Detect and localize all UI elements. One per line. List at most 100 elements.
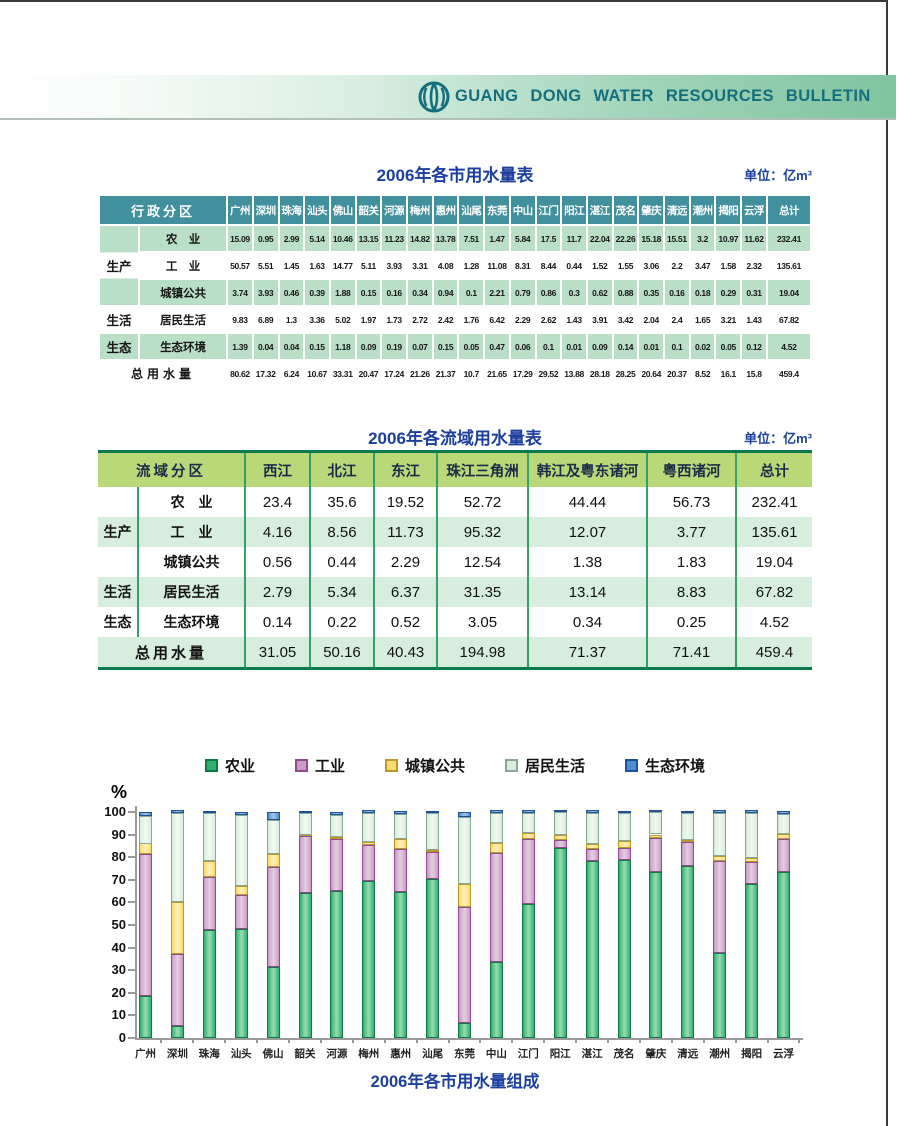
data-cell: 4.08 [433, 253, 458, 278]
data-cell: 1.58 [716, 253, 741, 278]
y-tick-label: 10 [111, 1007, 126, 1023]
data-cell: 3.93 [382, 253, 407, 278]
x-axis-label: 阳江 [549, 1048, 571, 1060]
table-head: 流域分区 西江 北江 东江 珠江三角洲 韩江及粤东诸河 粤西诸河 总计 [98, 451, 812, 487]
corner-header: 流域分区 [98, 451, 245, 487]
bar-segment-生态环境 [489, 810, 503, 813]
data-cell: 0.14 [613, 334, 638, 359]
data-cell: 0.1 [665, 334, 689, 359]
y-tick [128, 856, 135, 859]
data-cell: 20.47 [356, 361, 381, 386]
corner-header: 行政分区 [100, 196, 227, 224]
data-cell: 3.74 [228, 280, 252, 305]
data-cell: 19.04 [767, 280, 810, 305]
data-cell: 15.51 [665, 226, 689, 251]
y-tick [128, 901, 135, 904]
y-tick [128, 811, 135, 814]
legend-item: 工业 [294, 755, 345, 776]
column-header: 汕尾 [459, 196, 484, 224]
bar-segment-生态环境 [330, 812, 344, 815]
data-cell: 4.16 [244, 517, 310, 547]
x-tick [511, 1038, 514, 1043]
data-cell: 0.1 [536, 334, 561, 359]
data-cell: 459.4 [735, 637, 812, 669]
data-cell: 14.77 [330, 253, 355, 278]
data-cell: 0.46 [279, 280, 304, 305]
column-header: 肇庆 [639, 196, 664, 224]
bar-segment-农业 [266, 967, 280, 1038]
data-cell: 0.04 [279, 334, 304, 359]
x-axis-label: 韶关 [294, 1048, 316, 1060]
bar-segment-居民生活 [777, 813, 790, 835]
data-cell: 0.31 [742, 280, 766, 305]
bar [426, 810, 440, 1038]
x-axis-label: 广州 [135, 1048, 156, 1060]
column-header: 东莞 [485, 196, 509, 224]
city-table-title: 2006年各市用水量表 [376, 166, 534, 185]
table-row: 生活 居民生活 9.83 6.89 1.3 3.36 5.02 1.97 1.73 2.72 2.4… [100, 307, 810, 332]
data-cell: 1.47 [485, 226, 509, 251]
bar-segment-城镇公共 [553, 835, 567, 841]
data-cell: 19.52 [373, 487, 437, 517]
data-cell: 23.4 [244, 487, 310, 517]
bar-segment-生态环境 [649, 809, 663, 813]
data-cell: 0.18 [690, 280, 715, 305]
data-cell: 3.31 [408, 253, 432, 278]
group-label: 生产 [98, 487, 138, 577]
column-header: 云浮 [742, 196, 766, 224]
data-cell: 21.37 [433, 361, 458, 386]
data-cell: 13.88 [562, 361, 586, 386]
data-cell: 11.62 [742, 226, 766, 251]
bar [585, 810, 599, 1038]
data-cell: 6.89 [253, 307, 278, 332]
bar [394, 811, 408, 1038]
bar-segment-城镇公共 [139, 843, 152, 854]
data-cell: 5.02 [330, 307, 355, 332]
x-axis-label: 惠州 [390, 1048, 412, 1060]
data-cell: 44.44 [527, 487, 647, 517]
bar [202, 810, 216, 1038]
bar [489, 810, 503, 1038]
data-cell: 17.24 [382, 361, 407, 386]
data-cell: 6.24 [279, 361, 304, 386]
data-cell: 2.21 [485, 280, 509, 305]
column-header: 粤西诸河 [646, 451, 736, 487]
bar [362, 810, 376, 1038]
bar-segment-农业 [426, 879, 440, 1038]
data-cell: 0.12 [742, 334, 766, 359]
column-header: 深圳 [253, 196, 278, 224]
y-tick-label: 50 [111, 917, 126, 932]
row-label: 农 业 [137, 487, 245, 517]
x-axis [135, 1038, 803, 1040]
data-cell: 0.06 [510, 334, 535, 359]
x-tick [383, 1038, 386, 1043]
data-cell: 1.43 [742, 307, 766, 332]
group-label: 生态 [100, 334, 139, 359]
bar-segment-城镇公共 [489, 842, 503, 853]
data-cell: 5.11 [356, 253, 381, 278]
bar-segment-工业 [394, 849, 408, 893]
city-usage-table: 行政分区 广州 深圳 珠海 汕头 佛山 韶关 河源 梅州 惠州 汕尾 东莞 中山 江门 阳江 湛江 茂名 肇庆 清远… [98, 194, 812, 388]
data-cell: 1.55 [613, 253, 638, 278]
data-cell: 1.97 [356, 307, 381, 332]
bar-segment-农业 [298, 892, 312, 1038]
column-header: 北江 [309, 451, 374, 487]
bar-segment-工业 [553, 840, 567, 848]
legend-swatch-icon [505, 759, 518, 772]
data-cell: 0.95 [253, 226, 278, 251]
bar-segment-工业 [617, 847, 631, 860]
data-cell: 6.37 [373, 577, 437, 607]
data-cell: 16.1 [716, 361, 741, 386]
x-axis-label: 江门 [517, 1048, 539, 1060]
bar-segment-农业 [649, 871, 663, 1038]
y-tick [128, 924, 135, 926]
data-cell: 35.6 [309, 487, 374, 517]
data-cell: 22.26 [613, 226, 638, 251]
data-cell: 0.25 [646, 607, 736, 637]
water-resources-logo-icon [418, 81, 450, 113]
x-tick [543, 1038, 546, 1043]
data-cell: 1.43 [562, 307, 586, 332]
bar-segment-居民生活 [266, 820, 280, 855]
row-label: 城镇公共 [137, 547, 245, 577]
data-cell: 1.28 [459, 253, 484, 278]
